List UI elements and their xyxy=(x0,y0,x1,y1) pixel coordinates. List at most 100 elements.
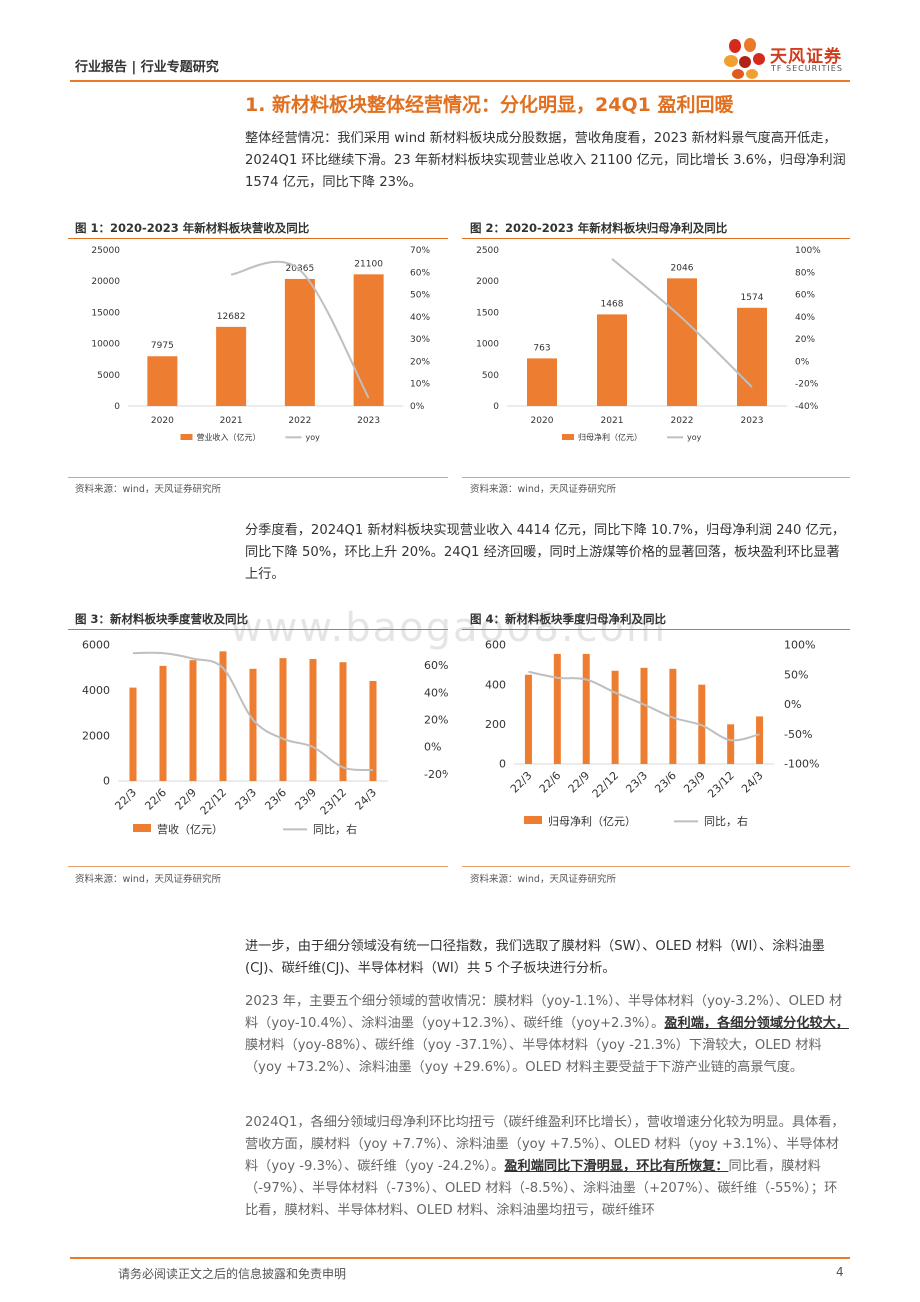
bar xyxy=(284,278,315,406)
bar xyxy=(369,680,377,781)
right-axis-tick-label: 60% xyxy=(795,291,815,301)
right-axis-tick-label: 10% xyxy=(410,380,430,390)
report-category: 行业报告 | 行业专题研究 xyxy=(75,60,219,75)
bar xyxy=(309,659,317,781)
fig2-bottom-rule xyxy=(462,477,850,478)
header-divider xyxy=(70,80,850,82)
bar xyxy=(611,670,619,764)
category-tick-label: 23/3 xyxy=(623,769,650,796)
bar xyxy=(353,274,384,406)
category-tick-label: 24/3 xyxy=(352,786,379,813)
page-number: 4 xyxy=(836,1265,844,1279)
right-axis-tick-label: 40% xyxy=(410,313,430,323)
bar xyxy=(597,314,627,406)
right-axis-tick-label: 20% xyxy=(424,713,448,726)
bar xyxy=(129,687,137,781)
fig2-top-rule xyxy=(462,238,850,239)
yoy-line xyxy=(611,258,753,388)
yoy-line xyxy=(230,260,370,399)
bar xyxy=(527,358,557,406)
bar-data-label: 763 xyxy=(533,343,550,353)
fig4-top-rule xyxy=(462,629,850,630)
category-tick-label: 2020 xyxy=(531,416,554,426)
category-tick-label: 22/3 xyxy=(112,786,139,813)
paragraph-2023: 2023 年，主要五个细分领域的营收情况：膜材料（yoy-1.1%）、半导体材料… xyxy=(245,991,850,1079)
bar xyxy=(667,278,697,406)
fig1-top-rule xyxy=(68,238,448,239)
bar xyxy=(727,724,735,764)
right-axis-tick-label: 0% xyxy=(795,357,810,367)
legend-bar-swatch xyxy=(562,434,574,440)
left-axis-tick-label: 2500 xyxy=(476,246,499,256)
bar xyxy=(524,674,532,764)
logo-icon xyxy=(724,38,765,79)
bar xyxy=(219,651,227,781)
logo-text: 天风证券 xyxy=(770,47,842,67)
bar-data-label: 2046 xyxy=(671,263,694,273)
bar xyxy=(159,665,167,781)
right-axis-tick-label: 80% xyxy=(795,268,815,278)
paragraph-2024q1-part1: 2024Q1，各细分领域归母净利环比均扭亏（碳纤维盈利环比增长），营收增速分化较… xyxy=(245,1115,845,1174)
right-axis-tick-label: 40% xyxy=(795,313,815,323)
right-axis-tick-label: 0% xyxy=(424,741,441,754)
category-tick-label: 22/12 xyxy=(590,769,622,801)
category-tick-label: 22/3 xyxy=(508,769,535,796)
category-tick-label: 22/12 xyxy=(198,786,230,818)
left-axis-tick-label: 25000 xyxy=(91,246,120,256)
legend-line-label: 同比，右 xyxy=(313,822,357,836)
bar-data-label: 1574 xyxy=(741,293,764,303)
category-tick-label: 23/9 xyxy=(292,786,319,813)
left-axis-tick-label: 2000 xyxy=(82,729,110,742)
yoy-line xyxy=(132,651,374,772)
paragraph-subsectors: 进一步，由于细分领域没有统一口径指数，我们选取了膜材料（SW）、OLED 材料（… xyxy=(245,939,825,976)
category-tick-label: 22/6 xyxy=(537,769,564,796)
category-tick-label: 2020 xyxy=(151,416,174,426)
right-axis-tick-label: 60% xyxy=(410,268,430,278)
right-axis-tick-label: 70% xyxy=(410,246,430,256)
category-tick-label: 24/3 xyxy=(739,769,766,796)
category-tick-label: 22/6 xyxy=(142,786,169,813)
bar xyxy=(553,653,561,764)
fig4-source: 资料来源：wind，天风证券研究所 xyxy=(470,874,616,885)
left-axis-tick-label: 4000 xyxy=(82,684,110,697)
left-axis-tick-label: 15000 xyxy=(91,308,120,318)
bar xyxy=(147,356,178,406)
legend-line-label: yoy xyxy=(687,433,702,442)
right-axis-tick-label: 40% xyxy=(424,686,448,699)
left-axis-tick-label: 0 xyxy=(103,775,110,788)
left-axis-tick-label: 400 xyxy=(485,678,506,691)
footer-disclaimer: 请务必阅读正文之后的信息披露和免责申明 xyxy=(118,1267,347,1281)
fig4-bottom-rule xyxy=(462,866,850,867)
paragraph-2024q1-part2: 同比看，膜材料（-97%）、半导体材料（-73%）、OLED 材料（-8.5%）… xyxy=(245,1159,838,1218)
right-axis-tick-label: -100% xyxy=(784,758,819,771)
left-axis-tick-label: 2000 xyxy=(476,277,499,287)
logo-subtext: TF SECURITIES xyxy=(771,64,843,73)
fig4-title: 图 4：新材料板块季度归母净利及同比 xyxy=(470,612,667,626)
category-tick-label: 2021 xyxy=(601,416,624,426)
left-axis-tick-label: 20000 xyxy=(91,277,120,287)
category-tick-label: 23/9 xyxy=(681,769,708,796)
category-tick-label: 23/12 xyxy=(318,786,350,818)
left-axis-tick-label: 0 xyxy=(493,402,499,412)
paragraph-quarterly: 分季度看，2024Q1 新材料板块实现营业收入 4414 亿元，同比下降 10.… xyxy=(245,523,846,582)
category-tick-label: 2023 xyxy=(357,416,380,426)
category-tick-label: 23/6 xyxy=(652,769,679,796)
left-axis-tick-label: 0 xyxy=(499,758,506,771)
bar xyxy=(669,668,677,764)
right-axis-tick-label: 30% xyxy=(410,335,430,345)
watermark: www.baogao08.com xyxy=(230,605,667,651)
legend-bar-label: 归母净利（亿元） xyxy=(578,432,642,442)
fig1-source: 资料来源：wind，天风证券研究所 xyxy=(75,484,221,495)
fig2-source: 资料来源：wind，天风证券研究所 xyxy=(470,484,616,495)
footer-divider xyxy=(70,1257,850,1259)
fig4-chart: 0 200 400 600 -100% -50% 0% 50% 100% 22/3 22/6 22/9… xyxy=(485,639,819,828)
bar xyxy=(216,326,247,406)
right-axis-tick-label: 0% xyxy=(784,698,801,711)
right-axis-tick-label: 100% xyxy=(795,246,821,256)
legend-line-label: yoy xyxy=(306,433,321,442)
bar-data-label: 7975 xyxy=(151,341,174,351)
paragraph-2024q1: 2024Q1，各细分领域归母净利环比均扭亏（碳纤维盈利环比增长），营收增速分化较… xyxy=(245,1112,850,1222)
bar xyxy=(279,658,287,781)
legend-bar-label: 营收（亿元） xyxy=(157,822,223,836)
fig3-source: 资料来源：wind，天风证券研究所 xyxy=(75,874,221,885)
